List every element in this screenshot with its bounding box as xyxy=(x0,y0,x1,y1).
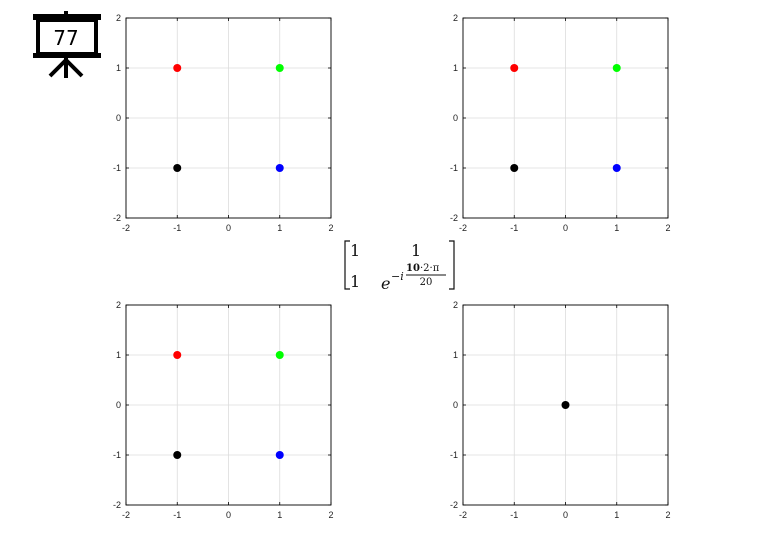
y-tick-label: -1 xyxy=(450,163,458,173)
data-point xyxy=(561,401,570,409)
data-point xyxy=(275,451,284,459)
y-tick-label: -2 xyxy=(113,213,121,223)
matrix-r2c1: 1 xyxy=(350,272,360,291)
data-point xyxy=(173,451,182,459)
y-tick-label: 0 xyxy=(453,113,458,123)
slide-number: 77 xyxy=(53,26,78,50)
data-point xyxy=(173,164,182,172)
presentation-board-icon: 77 xyxy=(33,11,101,78)
x-tick-label: -2 xyxy=(459,223,467,233)
y-tick-label: -1 xyxy=(113,163,121,173)
y-tick-label: 2 xyxy=(116,13,121,23)
data-point xyxy=(612,64,621,72)
y-tick-label: 0 xyxy=(116,113,121,123)
x-tick-label: -1 xyxy=(510,510,518,520)
y-tick-label: 1 xyxy=(116,350,121,360)
y-tick-label: 2 xyxy=(453,13,458,23)
y-tick-label: -1 xyxy=(113,450,121,460)
x-tick-label: -2 xyxy=(122,510,130,520)
y-tick-label: 1 xyxy=(116,63,121,73)
x-tick-label: 2 xyxy=(665,510,670,520)
x-tick-label: -1 xyxy=(173,223,181,233)
y-tick-label: 1 xyxy=(453,350,458,360)
data-point xyxy=(173,64,182,72)
x-tick-label: -2 xyxy=(459,510,467,520)
y-tick-label: 2 xyxy=(453,300,458,310)
x-tick-label: 1 xyxy=(277,510,282,520)
x-tick-label: 0 xyxy=(563,510,568,520)
data-point xyxy=(510,64,519,72)
y-tick-label: -2 xyxy=(450,500,458,510)
x-tick-label: 2 xyxy=(665,223,670,233)
x-tick-label: 0 xyxy=(226,510,231,520)
matrix-r1c1: 1 xyxy=(350,241,360,260)
data-point xyxy=(173,351,182,359)
y-tick-label: 0 xyxy=(116,400,121,410)
data-point xyxy=(275,164,284,172)
y-tick-label: -2 xyxy=(113,500,121,510)
plots-container: -2 -1 0 1 2 -2 -1 0 1 2 -2 -1 0 1 2 -2 -1 0 1 2 -2 -1 0 1 2 -2 -1 0… xyxy=(113,13,671,520)
y-tick-label: 1 xyxy=(453,63,458,73)
matrix-left-bracket xyxy=(344,240,350,290)
scatter-plot-1: -2 -1 0 1 2 -2 -1 0 1 2 xyxy=(113,13,334,233)
y-tick-label: 0 xyxy=(453,400,458,410)
scatter-plot-2: -2 -1 0 1 2 -2 -1 0 1 2 xyxy=(450,13,671,233)
x-tick-label: 2 xyxy=(328,223,333,233)
x-tick-label: -1 xyxy=(510,223,518,233)
x-tick-label: 1 xyxy=(614,223,619,233)
matrix-exp-prefix: −i xyxy=(391,270,404,283)
x-tick-label: -1 xyxy=(173,510,181,520)
data-point xyxy=(275,64,284,72)
x-tick-label: 0 xyxy=(563,223,568,233)
matrix-exp-num-rest: ·2·π xyxy=(420,263,440,274)
data-point xyxy=(612,164,621,172)
scatter-plot-4: -2 -1 0 1 2 -2 -1 0 1 2 xyxy=(450,300,671,520)
matrix-expression: 1 1 1 e −i 10 ·2·π 20 xyxy=(344,240,455,293)
x-tick-label: -2 xyxy=(122,223,130,233)
matrix-exp-base: e xyxy=(381,274,390,293)
scatter-plot-3: -2 -1 0 1 2 -2 -1 0 1 2 xyxy=(113,300,334,520)
y-tick-label: -1 xyxy=(450,450,458,460)
data-point xyxy=(510,164,519,172)
matrix-exp-den: 20 xyxy=(420,277,433,288)
data-point xyxy=(275,351,284,359)
x-tick-label: 2 xyxy=(328,510,333,520)
y-tick-label: 2 xyxy=(116,300,121,310)
x-tick-label: 1 xyxy=(277,223,282,233)
x-tick-label: 1 xyxy=(614,510,619,520)
matrix-r1c2: 1 xyxy=(411,241,421,260)
y-tick-label: -2 xyxy=(450,213,458,223)
x-tick-label: 0 xyxy=(226,223,231,233)
matrix-exp-highlight: 10 xyxy=(406,263,420,274)
matrix-right-bracket xyxy=(449,240,455,290)
